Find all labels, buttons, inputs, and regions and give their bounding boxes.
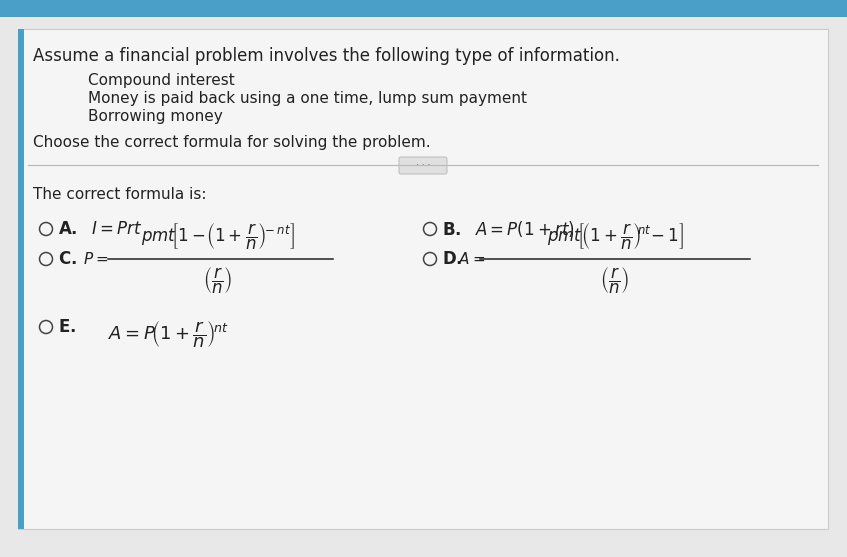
Text: $\mathbf{C.}$: $\mathbf{C.}$: [58, 250, 77, 268]
Text: $A =$: $A =$: [458, 251, 485, 267]
Text: $\mathbf{B.}\ \ A = P(1 + rt)$: $\mathbf{B.}\ \ A = P(1 + rt)$: [442, 219, 575, 239]
Text: Compound interest: Compound interest: [88, 73, 235, 88]
Text: $\left(\dfrac{r}{n}\right)$: $\left(\dfrac{r}{n}\right)$: [601, 266, 629, 296]
Text: $\mathbf{D.}$: $\mathbf{D.}$: [442, 250, 462, 268]
Text: $\mathbf{E.}$: $\mathbf{E.}$: [58, 318, 76, 336]
Text: $P =$: $P =$: [83, 251, 108, 267]
FancyBboxPatch shape: [399, 157, 447, 174]
Text: · · ·: · · ·: [416, 160, 430, 169]
Text: The correct formula is:: The correct formula is:: [33, 187, 207, 202]
Text: Borrowing money: Borrowing money: [88, 109, 223, 124]
Text: Money is paid back using a one time, lump sum payment: Money is paid back using a one time, lum…: [88, 91, 527, 106]
Text: $pmt\!\left[1-\!\left(1+\dfrac{r}{n}\right)^{\!\!-nt}\right]$: $pmt\!\left[1-\!\left(1+\dfrac{r}{n}\rig…: [141, 222, 295, 252]
FancyBboxPatch shape: [18, 29, 24, 529]
Text: $pmt\!\left[\!\left(1+\dfrac{r}{n}\right)^{\!\!nt}\!-1\right]$: $pmt\!\left[\!\left(1+\dfrac{r}{n}\right…: [546, 222, 684, 252]
FancyBboxPatch shape: [0, 0, 847, 17]
Text: Assume a financial problem involves the following type of information.: Assume a financial problem involves the …: [33, 47, 620, 65]
Text: $\left(\dfrac{r}{n}\right)$: $\left(\dfrac{r}{n}\right)$: [203, 266, 233, 296]
Text: Choose the correct formula for solving the problem.: Choose the correct formula for solving t…: [33, 135, 430, 150]
Text: $A = P\!\left(1+\dfrac{r}{n}\right)^{\!nt}$: $A = P\!\left(1+\dfrac{r}{n}\right)^{\!n…: [108, 320, 229, 350]
Text: $\mathbf{A.}\ \ \mathit{I} = Prt$: $\mathbf{A.}\ \ \mathit{I} = Prt$: [58, 220, 142, 238]
FancyBboxPatch shape: [18, 29, 828, 529]
